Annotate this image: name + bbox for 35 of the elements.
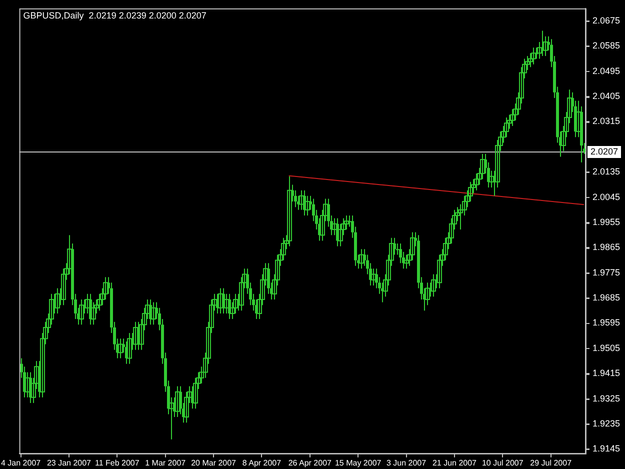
y-tick-label: 1.9865 bbox=[592, 242, 620, 252]
x-tick-label: 10 Jul 2007 bbox=[482, 458, 524, 468]
x-tick-label: 29 Jul 2007 bbox=[530, 458, 572, 468]
candlestick bbox=[287, 176, 292, 247]
x-tick-label: 1 Mar 2007 bbox=[145, 458, 186, 468]
y-tick-label: 1.9505 bbox=[592, 342, 620, 353]
y-tick-label: 2.0495 bbox=[592, 66, 620, 76]
x-tick-label: 8 Apr 2007 bbox=[242, 458, 282, 468]
x-tick-label: 21 Jun 2007 bbox=[432, 458, 478, 468]
x-tick-label: 15 May 2007 bbox=[334, 458, 382, 468]
y-tick-label: 2.0405 bbox=[592, 91, 620, 102]
x-tick-label: 4 Jan 2007 bbox=[1, 458, 42, 468]
candlestick bbox=[151, 302, 156, 326]
ref-line-label: 2.0207 bbox=[590, 146, 618, 156]
x-tick-label: 26 Apr 2007 bbox=[288, 458, 332, 468]
y-tick-label: 1.9955 bbox=[592, 216, 620, 227]
y-tick-label: 2.0315 bbox=[592, 116, 620, 126]
x-tick-label: 23 Jan 2007 bbox=[46, 458, 92, 468]
y-tick-label: 1.9775 bbox=[592, 267, 620, 278]
y-tick-label: 1.9235 bbox=[592, 418, 620, 428]
x-tick-label: 11 Feb 2007 bbox=[95, 458, 140, 468]
candlestick bbox=[359, 248, 364, 270]
y-tick-label: 1.9685 bbox=[592, 292, 620, 303]
y-tick-label: 2.0045 bbox=[592, 192, 620, 202]
y-tick-label: 2.0675 bbox=[592, 15, 620, 26]
chart-title: GBPUSD,Daily 2.0219 2.0239 2.0200 2.0207 bbox=[23, 10, 206, 20]
x-tick-label: 3 Jun 2007 bbox=[386, 458, 427, 468]
y-tick-label: 1.9325 bbox=[592, 393, 620, 404]
x-tick-label: 20 Mar 2007 bbox=[191, 458, 237, 468]
y-tick-label: 1.9415 bbox=[592, 368, 620, 378]
y-tick-label: 2.0585 bbox=[592, 40, 620, 51]
y-tick-label: 1.9595 bbox=[592, 318, 620, 328]
y-tick-label: 2.0135 bbox=[592, 166, 620, 177]
candlestick bbox=[118, 338, 123, 359]
y-tick-label: 1.9145 bbox=[592, 444, 620, 454]
